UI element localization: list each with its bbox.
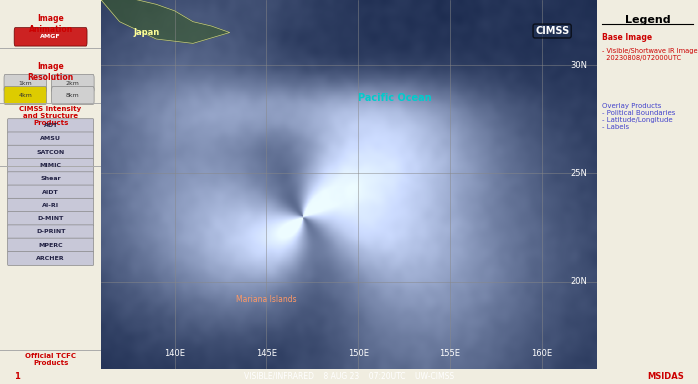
Text: 8km: 8km xyxy=(66,93,80,98)
FancyBboxPatch shape xyxy=(8,238,94,252)
Text: 145E: 145E xyxy=(256,349,277,358)
Text: Mariana Islands: Mariana Islands xyxy=(236,295,297,304)
Text: Base Image: Base Image xyxy=(602,33,652,42)
FancyBboxPatch shape xyxy=(4,87,47,104)
FancyBboxPatch shape xyxy=(8,212,94,226)
FancyBboxPatch shape xyxy=(8,185,94,199)
FancyBboxPatch shape xyxy=(8,225,94,239)
Text: D-PRINT: D-PRINT xyxy=(36,229,66,234)
Text: 155E: 155E xyxy=(440,349,461,358)
FancyBboxPatch shape xyxy=(8,159,94,172)
Text: Overlay Products
- Political Boundaries
- Latitude/Longitude
- Labels: Overlay Products - Political Boundaries … xyxy=(602,103,675,130)
FancyBboxPatch shape xyxy=(8,252,94,265)
Text: 20N: 20N xyxy=(571,277,588,286)
Text: VISIBLE/INFRARED    8 AUG 23    07:20UTC    UW-CIMSS: VISIBLE/INFRARED 8 AUG 23 07:20UTC UW-CI… xyxy=(244,372,454,381)
FancyBboxPatch shape xyxy=(8,172,94,186)
Text: AIDT: AIDT xyxy=(43,190,59,195)
Text: SATCON: SATCON xyxy=(36,150,65,155)
FancyBboxPatch shape xyxy=(8,198,94,212)
Text: 25N: 25N xyxy=(571,169,588,178)
Text: 150E: 150E xyxy=(348,349,369,358)
Text: Image
Resolution: Image Resolution xyxy=(27,62,74,81)
Text: MIMIC: MIMIC xyxy=(40,163,61,168)
Text: 1: 1 xyxy=(14,372,20,381)
FancyBboxPatch shape xyxy=(52,87,94,104)
Text: Shear: Shear xyxy=(40,176,61,181)
FancyBboxPatch shape xyxy=(14,28,87,46)
Text: - Visible/Shortwave IR Image
  20230808/072000UTC: - Visible/Shortwave IR Image 20230808/07… xyxy=(602,48,697,61)
Text: AMSU: AMSU xyxy=(40,136,61,141)
Polygon shape xyxy=(101,0,230,43)
Text: 160E: 160E xyxy=(531,349,552,358)
Text: 30N: 30N xyxy=(570,61,588,70)
Text: AI-RI: AI-RI xyxy=(42,203,59,208)
Text: 140E: 140E xyxy=(164,349,185,358)
FancyBboxPatch shape xyxy=(4,74,47,92)
Text: 4km: 4km xyxy=(18,93,32,98)
Text: D-MINT: D-MINT xyxy=(38,216,64,221)
Text: Pacific Ocean: Pacific Ocean xyxy=(358,93,431,103)
Text: 2km: 2km xyxy=(66,81,80,86)
Text: 1km: 1km xyxy=(18,81,32,86)
FancyBboxPatch shape xyxy=(8,132,94,146)
Text: MPERC: MPERC xyxy=(38,243,63,248)
Text: MSIDAS: MSIDAS xyxy=(647,372,684,381)
Text: ARCHER: ARCHER xyxy=(36,256,65,261)
Text: Japan: Japan xyxy=(134,28,161,37)
Text: CIMSS: CIMSS xyxy=(535,26,570,36)
Text: Official TCFC
Products: Official TCFC Products xyxy=(25,353,76,366)
Text: Image
Animation: Image Animation xyxy=(29,14,73,34)
FancyBboxPatch shape xyxy=(8,145,94,159)
Text: Legend: Legend xyxy=(625,15,670,25)
Text: CIMSS Intensity
and Structure
Products: CIMSS Intensity and Structure Products xyxy=(20,106,82,126)
Text: ADT: ADT xyxy=(43,123,58,128)
Text: AMGF: AMGF xyxy=(40,34,61,40)
FancyBboxPatch shape xyxy=(52,74,94,92)
FancyBboxPatch shape xyxy=(8,119,94,133)
